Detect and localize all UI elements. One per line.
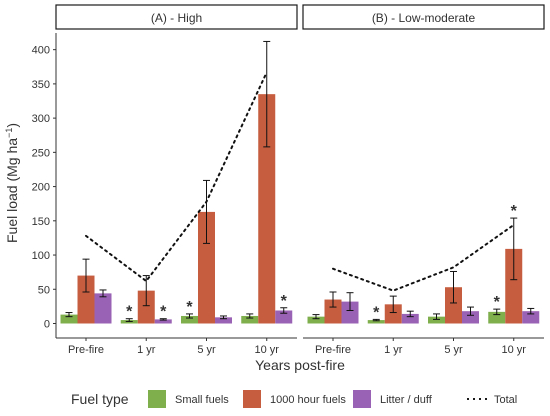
y-tick-label: 350 [32,79,50,91]
x-tick-label: Pre-fire [68,344,104,356]
x-tick-label: 5 yr [197,344,216,356]
total-line [85,71,268,283]
bar [77,275,95,324]
x-tick-label: 5 yr [444,344,463,356]
bar [198,211,215,324]
x-tick-label: 10 yr [255,344,280,356]
y-axis-title-main: Fuel load (Mg ha [4,138,20,243]
panel-strip [55,4,298,30]
bar [522,311,540,324]
y-tick-label: 300 [32,113,50,125]
panel-strip [302,4,545,30]
y-tick-label: 250 [32,147,50,159]
bar [307,316,325,324]
bar [60,314,78,324]
bar [241,315,259,324]
x-tick-label: Pre-fire [315,344,351,356]
bar [488,311,506,324]
legend-swatch-1000-hour-fuels [243,390,261,408]
legend-label-litter-duff: Litter / duff [380,394,433,406]
y-tick-label: 400 [32,45,50,57]
y-axis-title-sup: −1 [4,128,14,138]
x-axis-title: Years post-fire [255,357,345,373]
y-tick-label: 150 [32,216,50,228]
bar [94,293,112,324]
bar [505,248,523,324]
y-axis: 0 50 100 150 200 250 300 350 400 [32,45,56,331]
significance-star: * [494,294,501,311]
significance-star: * [186,299,193,316]
significance-star: * [373,304,380,321]
legend: Fuel type Small fuels 1000 hour fuels Li… [71,390,517,408]
legend-swatch-small-fuels [148,390,166,408]
y-tick-label: 100 [32,250,50,262]
y-tick-label: 0 [44,319,50,331]
bar [324,299,342,324]
legend-swatch-litter-duff [353,390,371,408]
bar [275,310,293,324]
significance-star: * [511,203,518,220]
total-line [332,223,515,292]
bar [428,316,445,324]
x-tick-label: 1 yr [384,344,403,356]
y-axis-title-close: ) [4,123,20,128]
bar [401,313,419,324]
bar [215,317,232,324]
bar [181,315,198,324]
bar [258,94,276,324]
panel-title: (B) - Low-moderate [372,11,476,25]
panel-high: (A) - High Pre-fire 1 yr 5 yr 10 yr * * * * [55,4,298,356]
legend-title: Fuel type [71,391,129,407]
x-tick-label: 1 yr [137,344,156,356]
y-tick-label: 50 [38,284,50,296]
legend-label-total: Total [494,394,517,406]
bar [462,311,479,324]
bar [341,301,359,324]
legend-label-small-fuels: Small fuels [175,394,229,406]
significance-star: * [126,304,133,321]
y-axis-title: Fuel load (Mg ha−1) [4,123,20,243]
bar [445,287,462,324]
panel-low-moderate: (B) - Low-moderate Pre-fire 1 yr 5 yr 10 yr… [302,4,545,356]
panel-title: (A) - High [151,11,202,25]
significance-star: * [160,304,167,321]
y-tick-label: 200 [32,182,50,194]
significance-star: * [281,293,288,310]
bar [384,304,402,324]
bar [154,319,172,324]
legend-label-1000-hour-fuels: 1000 hour fuels [270,394,346,406]
bar [137,290,155,324]
bar [367,320,385,324]
x-tick-label: 10 yr [502,344,527,356]
